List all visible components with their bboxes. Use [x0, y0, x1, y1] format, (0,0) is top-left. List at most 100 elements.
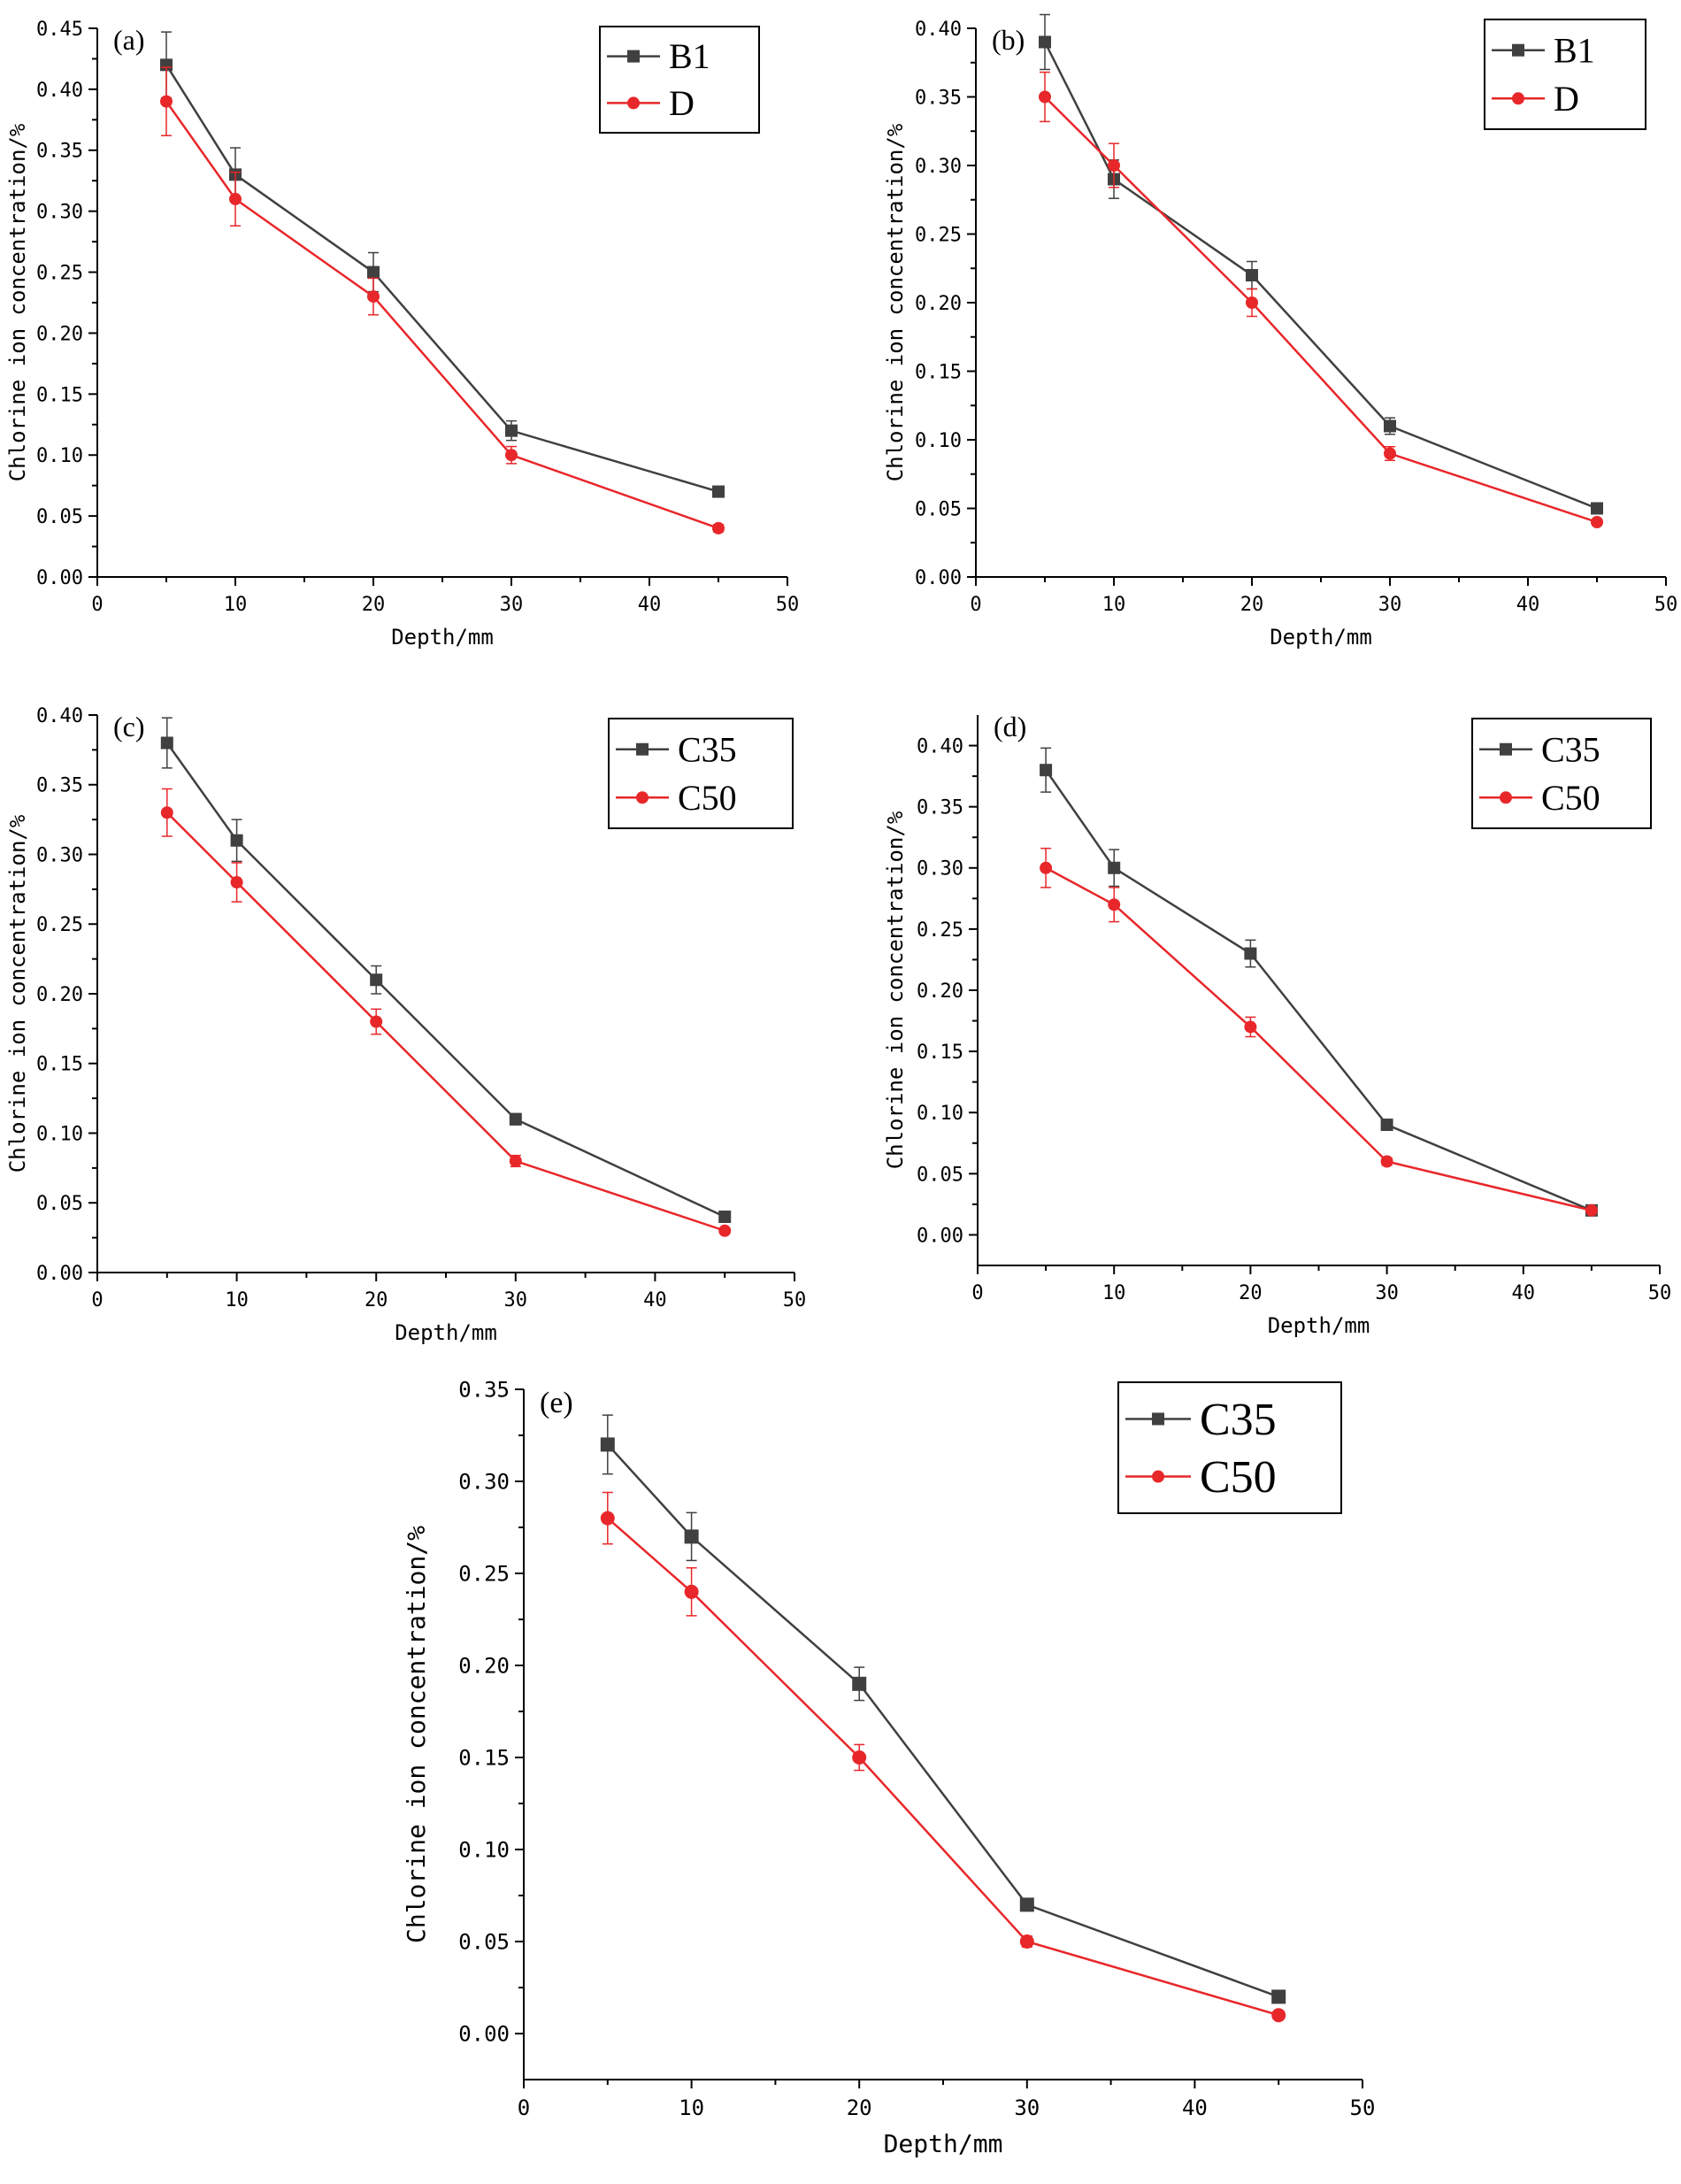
- y-tick-label: 0.20: [36, 323, 83, 345]
- x-tick-label: 10: [679, 2096, 704, 2120]
- data-point[interactable]: C35: 0.38 @ 5: [160, 736, 173, 750]
- data-point[interactable]: C35: 0.07 @ 30: [1019, 1897, 1034, 1912]
- legend-marker: [627, 50, 640, 63]
- series-B1: B1: 0.39 @ 5B1: 0.29 @ 10B1: 0.22 @ 20B1…: [1039, 13, 1603, 515]
- data-point[interactable]: C35: 0.04 @ 45: [718, 1211, 732, 1223]
- data-point[interactable]: C50: 0.08 @ 30: [509, 1155, 522, 1167]
- data-point[interactable]: B1: 0.11 @ 30: [1384, 419, 1396, 433]
- y-tick-label: 0.35: [458, 1378, 510, 1403]
- y-tick-label: 0.45: [36, 19, 83, 41]
- y-tick-label: 0.25: [917, 919, 963, 942]
- data-point[interactable]: D: 0.31 @ 10: [229, 192, 242, 205]
- x-tick-label: 20: [847, 2096, 872, 2120]
- x-tick-label: 10: [1102, 1282, 1126, 1304]
- chart-panel-2: 0 10 20 30 40 50 0.00 0.05 0.10 0.15 0.20 0.25 0.30 0…: [5, 705, 806, 1345]
- x-tick-label: 50: [783, 1289, 807, 1311]
- data-point[interactable]: C50: 0.05 @ 30: [1019, 1934, 1034, 1949]
- y-tick-label: 0.15: [36, 1054, 83, 1076]
- data-point[interactable]: B1: 0.12 @ 30: [505, 424, 518, 437]
- y-tick-label: 0.30: [36, 202, 83, 224]
- data-point[interactable]: D: 0.35 @ 5: [1039, 90, 1051, 104]
- data-point[interactable]: D: 0.2 @ 20: [1246, 296, 1258, 309]
- legend-box: [1471, 718, 1652, 829]
- x-tick-label: 40: [638, 594, 662, 616]
- data-point[interactable]: C50: 0.28 @ 5: [600, 1511, 615, 1526]
- data-point[interactable]: B1: 0.05 @ 45: [1591, 502, 1603, 515]
- y-tick-label: 0.20: [915, 293, 962, 315]
- legend-marker: [636, 742, 649, 756]
- data-point[interactable]: D: 0.39 @ 5: [160, 95, 173, 108]
- x-tick-label: 10: [224, 594, 248, 616]
- legend-label: C50: [678, 778, 737, 818]
- x-axis-title: Depth/mm: [391, 625, 494, 650]
- data-point[interactable]: B1: 0.22 @ 20: [1246, 269, 1258, 281]
- data-point[interactable]: C35: 0.27 @ 10: [684, 1529, 699, 1544]
- data-point[interactable]: B1: 0.25 @ 20: [367, 265, 380, 279]
- data-point[interactable]: D: 0.09 @ 30: [1384, 447, 1396, 460]
- y-tick-label: 0.40: [915, 19, 962, 41]
- data-point[interactable]: C50: 0.3 @ 5: [1040, 861, 1053, 874]
- legend-marker: [1500, 791, 1512, 804]
- series-line: [165, 811, 725, 1232]
- data-point[interactable]: C50: 0.24 @ 10: [684, 1584, 699, 1599]
- y-tick-label: 0.35: [36, 141, 83, 163]
- series-C50: C50: 0.33 @ 5 C50: 0.28 @ 10 C50: 0.18 @ 2…: [160, 788, 732, 1237]
- legend-marker: [1512, 92, 1524, 105]
- x-tick-label: 30: [504, 1289, 528, 1311]
- y-axis-title: Chlorine ion concentration/%: [883, 123, 908, 481]
- data-point[interactable]: C35: 0.38 @ 5: [1040, 764, 1053, 777]
- x-tick-label: 40: [643, 1289, 667, 1311]
- y-tick-label: 0.05: [36, 506, 83, 528]
- data-point[interactable]: C35: 0.3 @ 10: [1108, 861, 1121, 874]
- data-point[interactable]: C35: 0.09 @ 30: [1380, 1119, 1393, 1132]
- y-tick-label: 0.10: [915, 430, 962, 452]
- data-point[interactable]: C35: 0.02 @ 45: [1271, 1989, 1286, 2004]
- y-tick-label: 0.40: [36, 80, 83, 102]
- data-point[interactable]: D: 0.3 @ 10: [1108, 159, 1120, 172]
- data-point[interactable]: C50: 0.28 @ 10: [230, 876, 243, 888]
- data-point[interactable]: C35: 0.11 @ 30: [509, 1112, 522, 1126]
- series-C35: C35: 0.38 @ 5 C35: 0.31 @ 10 C35: 0.21 @ 2…: [160, 717, 732, 1223]
- legend: B1 D: [599, 26, 760, 134]
- x-tick-label: 40: [1516, 594, 1540, 616]
- panel-label: (e): [540, 1387, 573, 1419]
- data-point[interactable]: D: 0.23 @ 20: [367, 290, 380, 304]
- data-point[interactable]: D: 0.04 @ 45: [712, 521, 725, 534]
- data-point[interactable]: C35: 0.21 @ 20: [370, 973, 383, 987]
- legend-marker: [1500, 742, 1512, 756]
- y-tick-label: 0.00: [458, 2022, 510, 2047]
- data-point[interactable]: C35: 0.31 @ 10: [230, 834, 243, 847]
- y-tick-label: 0.10: [36, 1123, 83, 1145]
- data-point[interactable]: C50: 0.18 @ 20: [370, 1015, 383, 1028]
- legend-label: D: [1554, 79, 1579, 119]
- data-point[interactable]: C50: 0.03 @ 45: [718, 1224, 732, 1237]
- legend-label: C50: [1200, 1452, 1277, 1503]
- x-tick-label: 30: [1014, 2096, 1040, 2120]
- x-tick-label: 0: [971, 1282, 983, 1304]
- data-point[interactable]: C50: 0.06 @ 30: [1380, 1155, 1393, 1168]
- data-point[interactable]: D: 0.04 @ 45: [1591, 516, 1603, 528]
- x-tick-label: 50: [1654, 594, 1678, 616]
- data-point[interactable]: C50: 0.02 @ 45: [1585, 1204, 1598, 1217]
- data-point[interactable]: C50: 0.17 @ 20: [1244, 1020, 1257, 1034]
- data-point[interactable]: C35: 0.19 @ 20: [852, 1676, 867, 1691]
- data-point[interactable]: C35: 0.23 @ 20: [1244, 947, 1257, 960]
- series-C35: C35: 0.32 @ 5 C35: 0.27 @ 10 C35: 0.19 @ 2…: [600, 1414, 1286, 2004]
- data-point[interactable]: C50: 0.01 @ 45: [1271, 2008, 1286, 2023]
- data-point[interactable]: C50: 0.27 @ 10: [1108, 898, 1121, 911]
- y-tick-label: 0.20: [917, 980, 963, 1003]
- data-point[interactable]: C35: 0.32 @ 5: [600, 1437, 615, 1452]
- chart-panel-4: 0 10 20 30 40 50 0.00 0.05 0.10 0.15 0.20 0.25 0.30 0…: [402, 1378, 1375, 2158]
- x-tick-label: 40: [1512, 1282, 1536, 1304]
- y-tick-label: 0.05: [458, 1930, 510, 1955]
- data-point[interactable]: B1: 0.39 @ 5: [1039, 35, 1051, 49]
- data-point[interactable]: C50: 0.33 @ 5: [160, 806, 173, 819]
- chart-panel-3: 0 10 20 30 40 50 0.00 0.05 0.10 0.15 0.20 0.25 0.30 0…: [883, 711, 1671, 1338]
- data-point[interactable]: C50: 0.15 @ 20: [852, 1750, 867, 1765]
- data-point[interactable]: D: 0.1 @ 30: [505, 449, 518, 462]
- data-point[interactable]: B1: 0.07 @ 45: [712, 485, 725, 498]
- legend-marker: [636, 791, 649, 804]
